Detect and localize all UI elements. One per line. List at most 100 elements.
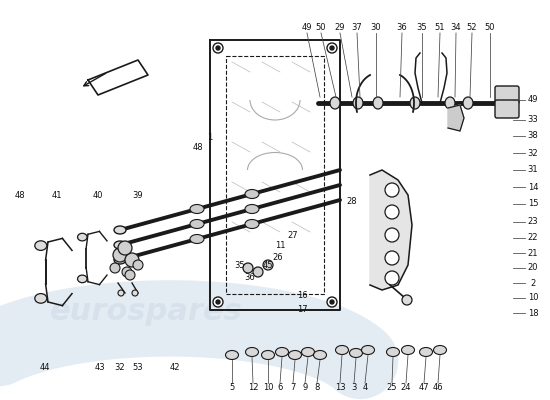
Ellipse shape [463, 97, 473, 109]
Text: 42: 42 [170, 364, 180, 372]
Circle shape [327, 297, 337, 307]
FancyBboxPatch shape [495, 86, 519, 104]
Text: 26: 26 [273, 252, 283, 262]
Text: 18: 18 [527, 308, 538, 318]
Ellipse shape [336, 346, 349, 354]
Polygon shape [448, 105, 464, 131]
Text: 50: 50 [316, 24, 326, 32]
Text: 10: 10 [263, 384, 273, 392]
Text: 2: 2 [530, 278, 536, 288]
Text: 1: 1 [207, 132, 213, 142]
Ellipse shape [114, 256, 126, 264]
Text: 35: 35 [235, 262, 245, 270]
Circle shape [118, 241, 132, 255]
Ellipse shape [349, 348, 362, 358]
Text: 15: 15 [528, 200, 538, 208]
Text: 31: 31 [527, 166, 538, 174]
Text: 5: 5 [229, 384, 235, 392]
Text: 50: 50 [485, 24, 495, 32]
Ellipse shape [35, 241, 47, 250]
Ellipse shape [420, 348, 432, 356]
Circle shape [385, 183, 399, 197]
Ellipse shape [314, 350, 327, 360]
Ellipse shape [330, 97, 340, 109]
Ellipse shape [245, 204, 259, 214]
Text: 17: 17 [296, 306, 307, 314]
Circle shape [213, 43, 223, 53]
Ellipse shape [78, 233, 87, 241]
Circle shape [110, 263, 120, 273]
Circle shape [243, 263, 253, 273]
Ellipse shape [289, 350, 301, 360]
Text: 48: 48 [15, 192, 25, 200]
Text: 8: 8 [314, 384, 320, 392]
Text: 53: 53 [133, 364, 144, 372]
Ellipse shape [402, 346, 415, 354]
Text: eurospares: eurospares [50, 297, 243, 326]
Circle shape [402, 295, 412, 305]
Ellipse shape [353, 97, 363, 109]
Circle shape [385, 251, 399, 265]
Ellipse shape [114, 241, 126, 249]
Circle shape [213, 297, 223, 307]
Circle shape [330, 300, 334, 304]
Circle shape [118, 290, 124, 296]
Circle shape [125, 270, 135, 280]
Ellipse shape [361, 346, 375, 354]
Text: 22: 22 [528, 234, 538, 242]
Ellipse shape [387, 348, 399, 356]
Text: 41: 41 [52, 192, 62, 200]
Ellipse shape [410, 97, 420, 109]
Text: 6: 6 [277, 384, 283, 392]
Text: 52: 52 [467, 24, 477, 32]
Text: 32: 32 [527, 148, 538, 158]
Text: 34: 34 [450, 24, 461, 32]
Circle shape [385, 228, 399, 242]
Text: 51: 51 [434, 24, 446, 32]
Text: 10: 10 [528, 294, 538, 302]
Ellipse shape [261, 350, 274, 360]
Ellipse shape [190, 204, 204, 214]
Text: 4: 4 [362, 384, 367, 392]
Ellipse shape [114, 226, 126, 234]
Ellipse shape [245, 348, 258, 356]
Circle shape [253, 267, 263, 277]
Text: 13: 13 [335, 384, 345, 392]
Text: 49: 49 [302, 24, 312, 32]
Text: 32: 32 [115, 364, 125, 372]
Text: 24: 24 [401, 384, 411, 392]
Ellipse shape [226, 350, 239, 360]
Circle shape [216, 300, 220, 304]
Text: 45: 45 [263, 262, 273, 270]
Ellipse shape [301, 348, 315, 356]
Text: 40: 40 [93, 192, 103, 200]
Text: 20: 20 [528, 264, 538, 272]
FancyBboxPatch shape [495, 100, 519, 118]
Circle shape [216, 46, 220, 50]
Text: 11: 11 [275, 240, 285, 250]
Text: 28: 28 [346, 198, 358, 206]
Ellipse shape [245, 190, 259, 198]
Text: 23: 23 [527, 218, 538, 226]
Circle shape [122, 267, 132, 277]
Circle shape [263, 260, 273, 270]
Polygon shape [370, 170, 412, 290]
Text: 29: 29 [335, 24, 345, 32]
Text: 38: 38 [527, 132, 538, 140]
Text: 46: 46 [433, 384, 443, 392]
Text: 3: 3 [351, 384, 357, 392]
Text: 49: 49 [528, 96, 538, 104]
Text: 44: 44 [40, 364, 50, 372]
Ellipse shape [35, 294, 47, 303]
Ellipse shape [445, 97, 455, 109]
Text: 36: 36 [245, 274, 255, 282]
Text: 33: 33 [527, 116, 538, 124]
Circle shape [113, 248, 127, 262]
Circle shape [132, 290, 138, 296]
Ellipse shape [245, 220, 259, 228]
Ellipse shape [190, 220, 204, 228]
Circle shape [327, 43, 337, 53]
Text: 43: 43 [95, 364, 105, 372]
Text: 35: 35 [417, 24, 427, 32]
Circle shape [385, 271, 399, 285]
